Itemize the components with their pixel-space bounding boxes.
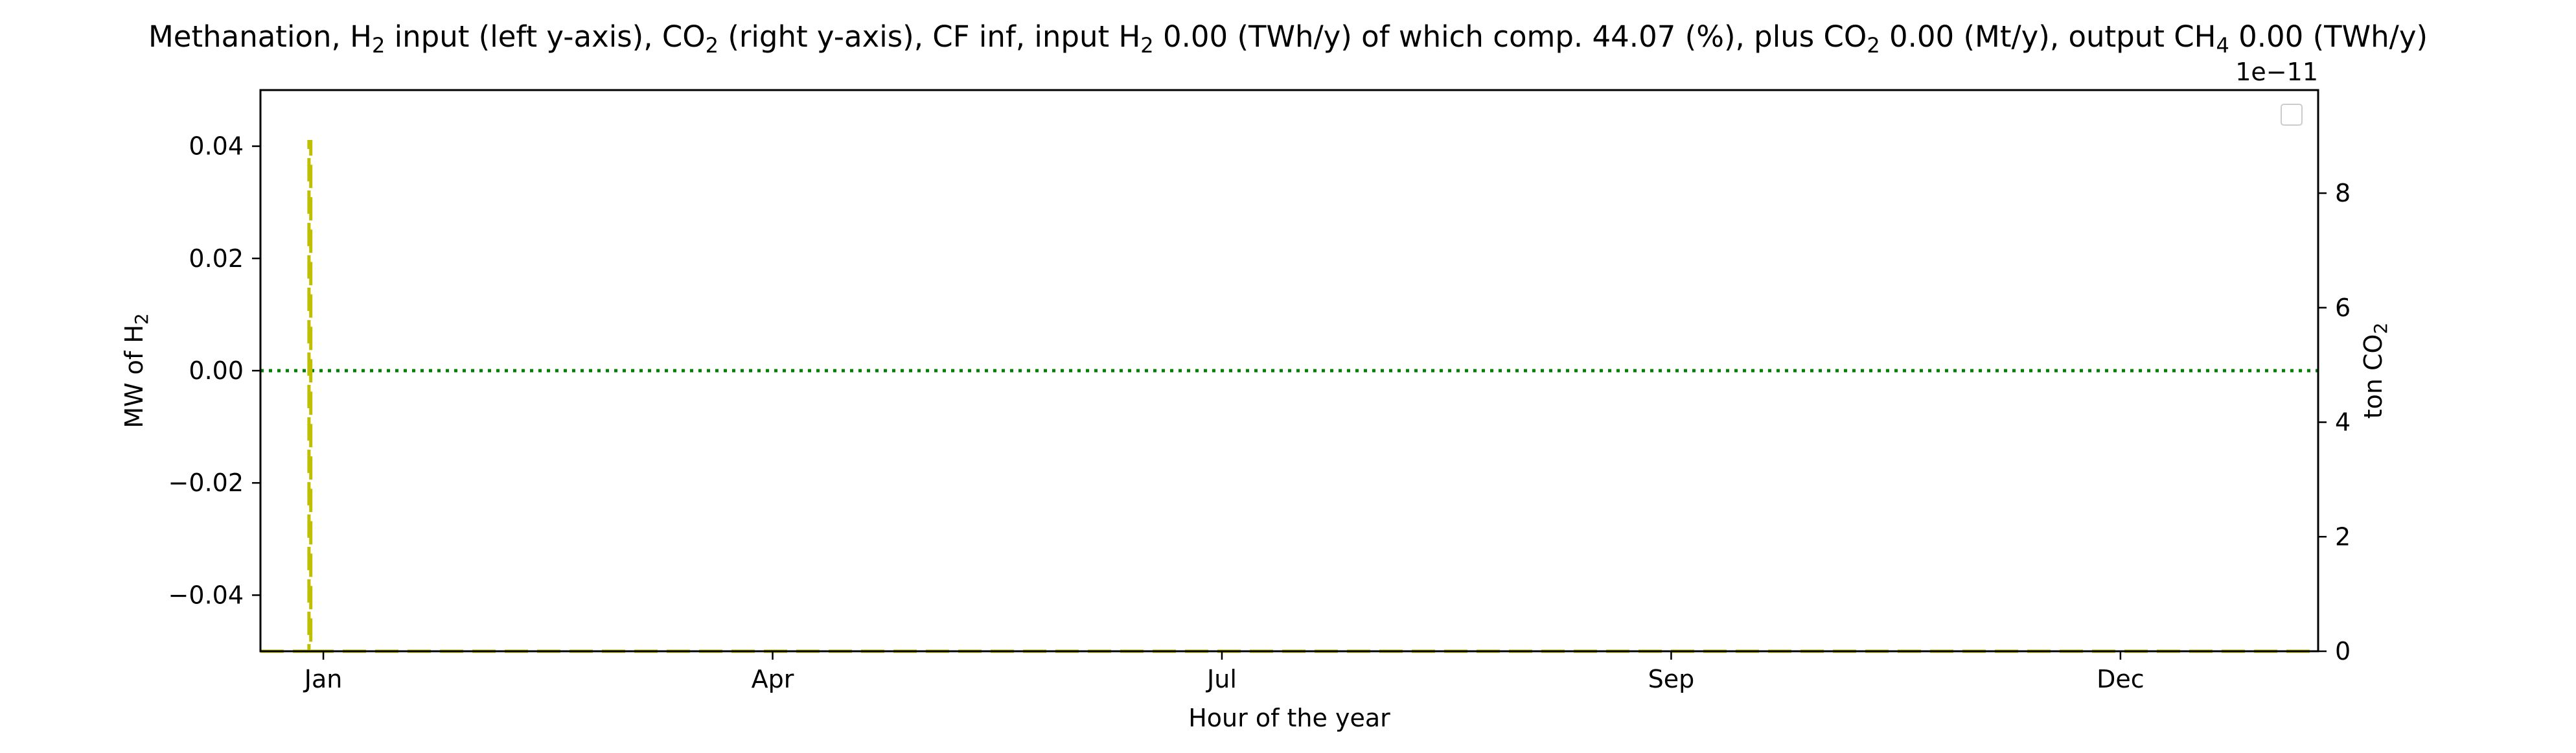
title-part-1: Methanation, H <box>148 19 372 54</box>
y-left-tick-label: 0.02 <box>189 244 244 273</box>
y-left-tick-label: −0.02 <box>168 469 244 497</box>
x-tick-label: Jul <box>1206 665 1237 693</box>
y-right-tick-label: 6 <box>2335 294 2351 322</box>
y-left-tick-label: 0.04 <box>189 132 244 161</box>
x-tick-label: Dec <box>2097 665 2145 693</box>
title-part-5: 0.00 (Mt/y), output CH <box>1880 19 2216 54</box>
legend-box <box>2281 104 2303 126</box>
title-part-2: input (left y-axis), CO <box>385 19 705 54</box>
title-part-6: 0.00 (TWh/y) <box>2229 19 2428 54</box>
title-sub-5: 4 <box>2216 33 2229 58</box>
title-part-3: (right y-axis), CF inf, input H <box>719 19 1140 54</box>
ticks-layer: Jan Apr Jul Sep Dec 0.04 0.02 0.00 −0.02 −0.04 0 2 4… <box>168 132 2351 693</box>
x-axis-label: Hour of the year <box>1188 704 1390 732</box>
x-tick-label: Apr <box>752 665 794 693</box>
chart-title: Methanation, H2 input (left y-axis), CO2… <box>148 19 2428 58</box>
title-sub-4: 2 <box>1867 33 1880 58</box>
y-right-label-text: ton CO <box>2359 334 2387 419</box>
x-tick-label: Jan <box>303 665 343 693</box>
right-axis-offset-text: 1e−11 <box>2235 58 2318 86</box>
y-axis-right-label: ton CO2 <box>2359 323 2391 419</box>
title-sub-1: 2 <box>372 33 385 58</box>
series-line-co2 <box>260 140 2318 653</box>
y-axis-left-label: MW of H2 <box>120 313 152 428</box>
y-right-tick-label: 4 <box>2335 408 2351 437</box>
title-sub-3: 2 <box>1140 33 1153 58</box>
x-tick-label: Sep <box>1648 665 1695 693</box>
y-right-tick-label: 0 <box>2335 637 2351 666</box>
y-left-label-text: MW of H <box>120 325 148 428</box>
y-right-label-sub: 2 <box>2370 323 2391 334</box>
y-right-tick-label: 2 <box>2335 522 2351 551</box>
y-left-tick-label: −0.04 <box>168 581 244 609</box>
series-layer <box>260 140 2318 653</box>
title-part-4: 0.00 (TWh/y) of which comp. 44.07 (%), p… <box>1154 19 1867 54</box>
y-left-tick-label: 0.00 <box>189 356 244 385</box>
y-left-label-sub: 2 <box>131 313 152 325</box>
title-sub-2: 2 <box>706 33 719 58</box>
y-right-tick-label: 8 <box>2335 179 2351 207</box>
